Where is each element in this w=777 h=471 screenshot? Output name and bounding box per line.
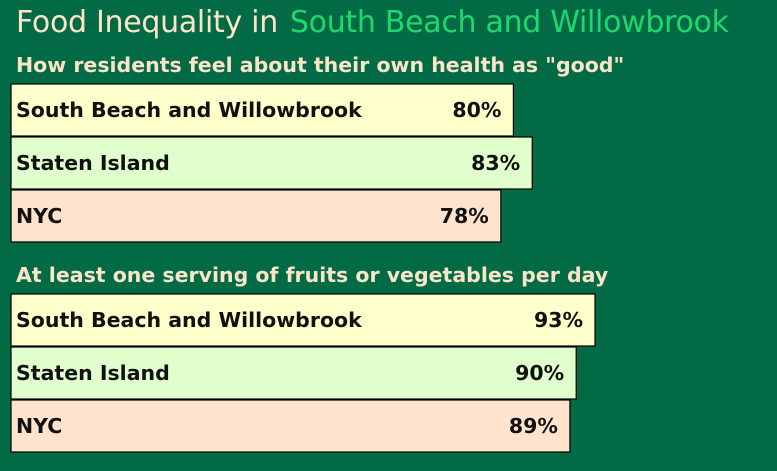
bar-value-south-beach-and-willowbrook: 93% bbox=[534, 308, 583, 332]
bar-label-nyc: NYC bbox=[16, 414, 62, 438]
bar-staten-island bbox=[10, 346, 577, 400]
bar-label-south-beach-and-willowbrook: South Beach and Willowbrook bbox=[16, 98, 363, 122]
bar-nyc bbox=[10, 189, 502, 243]
title-place: South Beach and Willowbrook bbox=[289, 5, 729, 40]
bar-label-south-beach-and-willowbrook: South Beach and Willowbrook bbox=[16, 308, 363, 332]
bar-label-staten-island: Staten Island bbox=[16, 361, 170, 385]
bar-value-nyc: 78% bbox=[440, 204, 489, 228]
fruit-vegetable-chart: South Beach and Willowbrook 93% Staten Isl… bbox=[10, 293, 596, 453]
bar-south-beach-and-willowbrook bbox=[10, 83, 514, 137]
bar-staten-island bbox=[10, 136, 533, 190]
bar-label-nyc: NYC bbox=[16, 204, 62, 228]
chart-2-title: At least one serving of fruits or vegeta… bbox=[16, 263, 609, 287]
bar-value-staten-island: 90% bbox=[515, 361, 564, 385]
health-rating-chart: South Beach and Willowbrook 80% Staten Isl… bbox=[10, 83, 533, 243]
bar-south-beach-and-willowbrook bbox=[10, 293, 596, 347]
bar-nyc bbox=[10, 399, 571, 453]
bar-value-south-beach-and-willowbrook: 80% bbox=[452, 98, 501, 122]
title-lead: Food Inequality in bbox=[16, 5, 278, 40]
chart-1-title: How residents feel about their own healt… bbox=[16, 53, 625, 77]
bar-value-staten-island: 83% bbox=[471, 151, 520, 175]
page-title: Food Inequality in South Beach and Willow… bbox=[16, 4, 729, 42]
bar-value-nyc: 89% bbox=[509, 414, 558, 438]
bar-label-staten-island: Staten Island bbox=[16, 151, 170, 175]
